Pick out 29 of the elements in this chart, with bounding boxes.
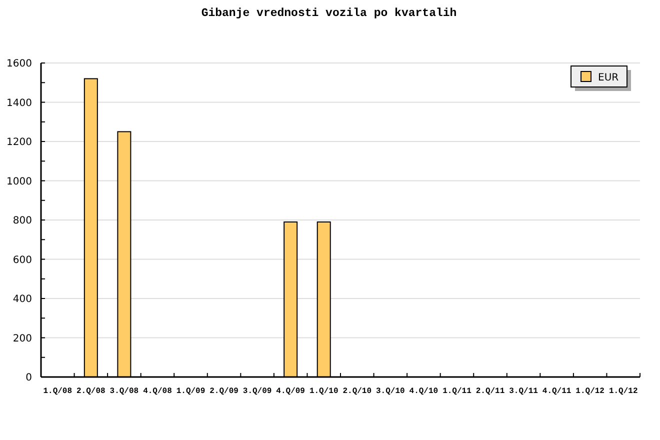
y-tick-label: 600 [12,254,32,266]
x-tick-label: 3.Q/08 [110,387,139,396]
x-tick-label: 2.Q/08 [76,387,106,396]
y-tick-label: 1200 [6,137,32,148]
x-tick-label: 3.Q/11 [509,387,538,396]
x-tick-label: 2.Q/11 [476,387,505,396]
x-tick-label: 1.Q/12 [576,387,605,396]
y-tick-label: 400 [12,294,32,305]
x-tick-label: 4.Q/08 [143,387,172,396]
x-tick-label: 1.Q/10 [309,387,338,396]
x-tick-label: 2.Q/09 [210,387,239,396]
x-tick-label: 2.Q/10 [342,387,372,396]
y-tick-label: 1400 [6,98,32,109]
x-tick-label: 3.Q/10 [376,387,406,396]
x-tick-label: 1.Q/08 [43,387,72,396]
x-tick-label: 3.Q/09 [242,387,272,396]
x-tick-label: 1.Q/09 [176,387,206,396]
x-tick-label: 4.Q/09 [276,387,306,396]
y-tick-label: 800 [12,216,32,226]
legend-label: EUR [598,72,619,84]
y-tick-label: 1000 [6,176,32,188]
x-tick-label: 1.Q/11 [442,387,472,396]
chart-title: Gibanje vrednosti vozila po kvartalih [201,7,457,20]
x-tick-label: 4.Q/11 [542,387,572,396]
y-tick-label: 0 [26,372,32,384]
x-tick-label: 4.Q/10 [409,387,438,396]
y-tick-label: 200 [12,333,32,344]
y-tick-label: 1600 [6,58,32,70]
x-tick-label: 1.Q/12 [608,387,638,396]
